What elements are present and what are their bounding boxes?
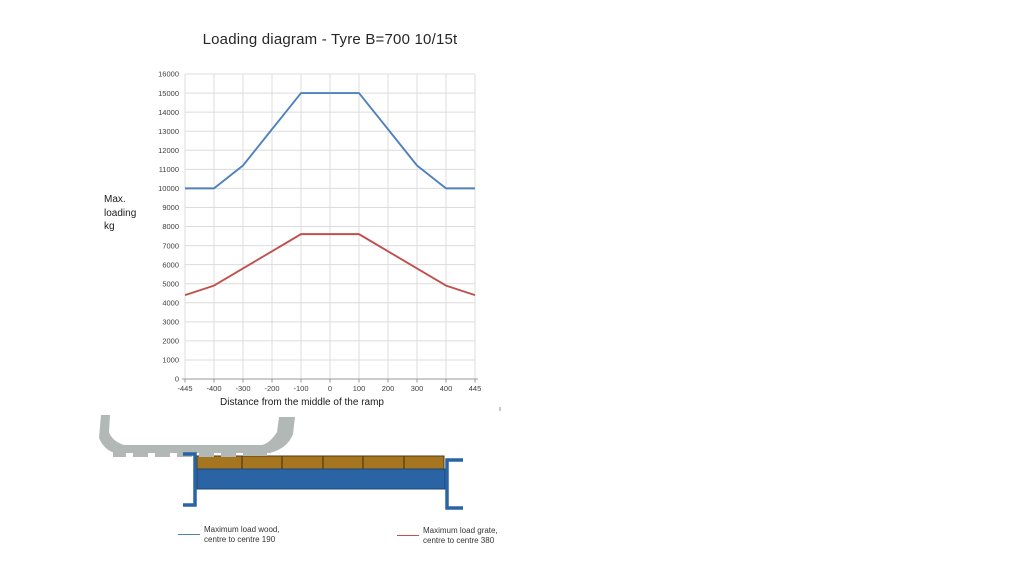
steel-deck bbox=[196, 468, 446, 490]
legend-wood-line1: Maximum load wood, bbox=[204, 525, 280, 534]
svg-text:-300: -300 bbox=[235, 384, 250, 393]
series-line bbox=[184, 233, 476, 297]
legend-item-grate: Maximum load grate, centre to centre 380 bbox=[397, 526, 498, 545]
ramp-cross-section-diagram bbox=[99, 415, 463, 510]
y-axis-title: Max. loading kg bbox=[104, 194, 137, 232]
legend-label-wood: Maximum load wood, centre to centre 190 bbox=[204, 525, 280, 544]
svg-text:-200: -200 bbox=[264, 384, 279, 393]
svg-text:6000: 6000 bbox=[162, 260, 179, 269]
artifact-speck bbox=[499, 407, 501, 411]
svg-text:2000: 2000 bbox=[162, 337, 179, 346]
svg-text:14000: 14000 bbox=[158, 108, 179, 117]
legend-grate-line2: centre to centre 380 bbox=[423, 535, 495, 545]
right-end-channel bbox=[445, 458, 463, 510]
svg-text:11000: 11000 bbox=[159, 165, 179, 174]
svg-text:3000: 3000 bbox=[162, 318, 179, 327]
svg-text:-400: -400 bbox=[206, 384, 221, 393]
chart-legend: Maximum load wood, centre to centre 190 … bbox=[0, 522, 1024, 552]
left-end-channel bbox=[183, 452, 197, 507]
svg-text:-445: -445 bbox=[177, 384, 192, 393]
series-line bbox=[185, 92, 475, 190]
svg-text:9000: 9000 bbox=[162, 203, 179, 212]
wood-series-line-icon bbox=[178, 534, 200, 535]
svg-text:10000: 10000 bbox=[158, 184, 179, 193]
svg-text:15000: 15000 bbox=[158, 89, 179, 98]
svg-text:400: 400 bbox=[440, 384, 453, 393]
svg-text:13000: 13000 bbox=[158, 127, 179, 136]
tyre-cross-section bbox=[99, 415, 295, 453]
svg-text:0: 0 bbox=[328, 384, 332, 393]
svg-text:445: 445 bbox=[469, 384, 482, 393]
svg-text:0: 0 bbox=[175, 375, 179, 384]
svg-text:5000: 5000 bbox=[162, 279, 179, 288]
svg-text:12000: 12000 bbox=[158, 146, 179, 155]
x-axis-title: Distance from the middle of the ramp bbox=[220, 397, 384, 408]
svg-text:200: 200 bbox=[382, 384, 395, 393]
svg-text:300: 300 bbox=[411, 384, 424, 393]
wood-plank-strip bbox=[196, 455, 445, 470]
legend-wood-line2: centre to centre 190 bbox=[204, 534, 276, 544]
loading-line-chart: 0100020003000400050006000700080009000100… bbox=[158, 70, 482, 393]
svg-text:4000: 4000 bbox=[162, 298, 179, 307]
svg-text:7000: 7000 bbox=[162, 241, 179, 250]
plank-dividers bbox=[241, 456, 405, 469]
svg-text:16000: 16000 bbox=[158, 70, 179, 79]
svg-text:100: 100 bbox=[353, 384, 366, 393]
svg-text:-100: -100 bbox=[293, 384, 308, 393]
grate-series-line-icon bbox=[397, 535, 419, 536]
legend-grate-line1: Maximum load grate, bbox=[423, 526, 498, 535]
legend-label-grate: Maximum load grate, centre to centre 380 bbox=[423, 526, 498, 545]
svg-text:1000: 1000 bbox=[162, 356, 179, 365]
svg-text:8000: 8000 bbox=[162, 222, 179, 231]
legend-item-wood: Maximum load wood, centre to centre 190 bbox=[178, 525, 280, 544]
chart-title: Loading diagram - Tyre B=700 10/15t bbox=[202, 31, 458, 48]
